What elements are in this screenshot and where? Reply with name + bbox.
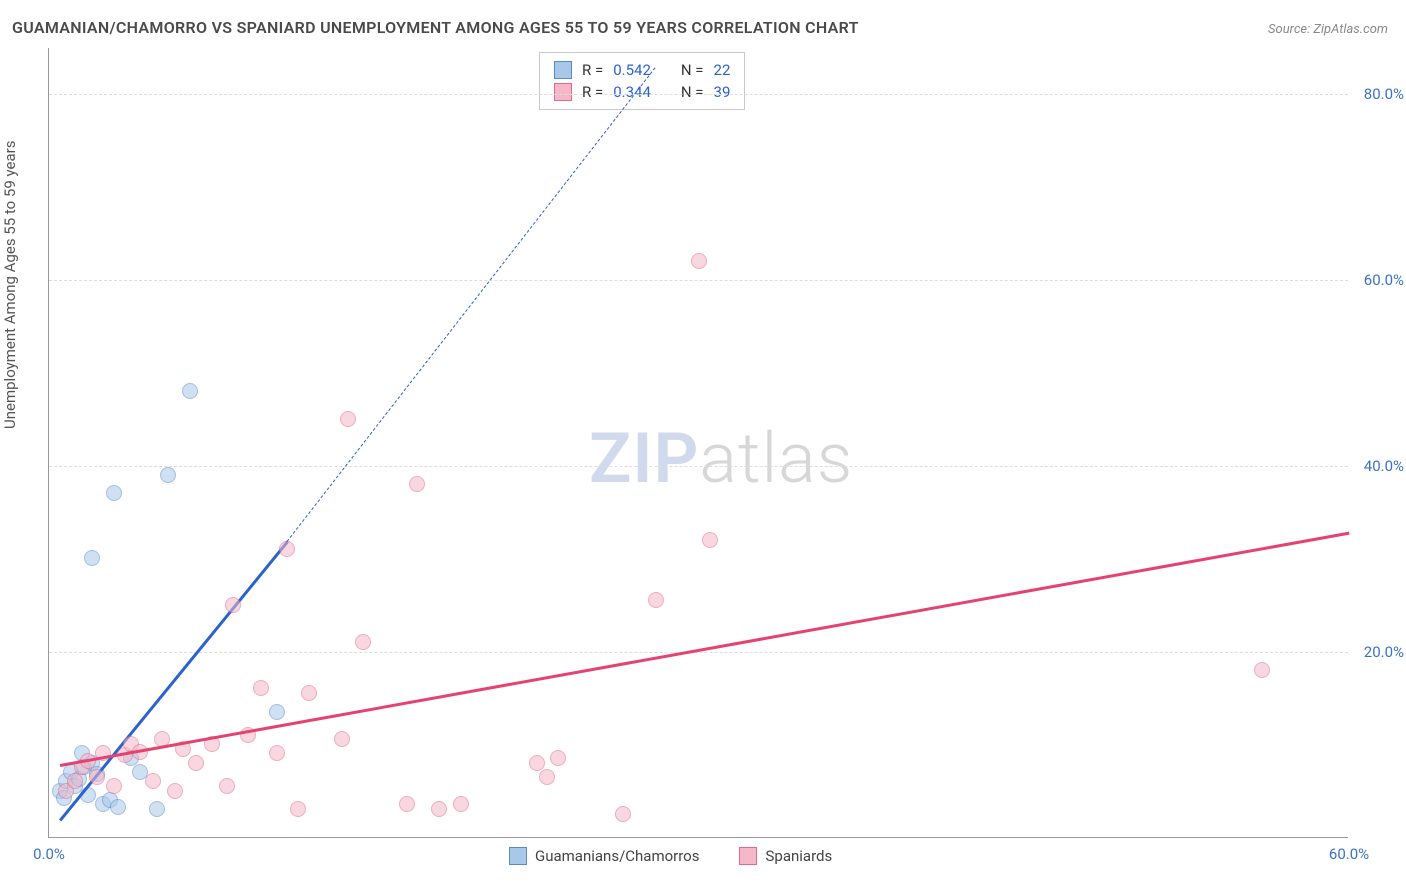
y-tick-label: 80.0% xyxy=(1364,85,1404,103)
legend-n-label: N = xyxy=(681,61,704,79)
data-point xyxy=(188,755,204,771)
legend-swatch xyxy=(509,847,527,865)
data-point xyxy=(106,485,122,501)
data-point xyxy=(67,773,83,789)
data-point xyxy=(89,769,105,785)
data-point xyxy=(702,532,718,548)
y-tick-label: 60.0% xyxy=(1364,271,1404,289)
data-point xyxy=(399,796,415,812)
data-point xyxy=(550,750,566,766)
data-point xyxy=(253,680,269,696)
data-point xyxy=(334,731,350,747)
data-point xyxy=(409,476,425,492)
gridline xyxy=(49,652,1348,653)
legend-item: Guamanians/Chamorros xyxy=(509,847,699,865)
watermark-zip: ZIP xyxy=(589,418,699,500)
y-tick-label: 40.0% xyxy=(1364,457,1404,475)
gridline xyxy=(49,280,1348,281)
data-point xyxy=(219,778,235,794)
data-point xyxy=(145,773,161,789)
data-point xyxy=(269,745,285,761)
y-tick-label: 20.0% xyxy=(1364,643,1404,661)
correlation-legend: R = 0.542 N = 22 R = 0.344 N = 39 xyxy=(539,52,745,110)
data-point xyxy=(167,783,183,799)
gridline xyxy=(49,466,1348,467)
legend-r-value: 0.344 xyxy=(613,83,651,101)
source-label: Source: ZipAtlas.com xyxy=(1268,22,1388,37)
data-point xyxy=(110,799,126,815)
trendline-extrapolated xyxy=(287,67,656,542)
legend-r-value: 0.542 xyxy=(613,61,651,79)
chart-title: GUAMANIAN/CHAMORRO VS SPANIARD UNEMPLOYM… xyxy=(12,18,859,37)
legend-label: Guamanians/Chamorros xyxy=(535,847,699,865)
data-point xyxy=(539,769,555,785)
legend-item: Spaniards xyxy=(739,847,832,865)
legend-row: R = 0.542 N = 22 xyxy=(554,59,730,81)
legend-r-label: R = xyxy=(582,61,603,79)
data-point xyxy=(225,597,241,613)
legend-n-value: 22 xyxy=(714,61,731,79)
data-point xyxy=(1254,662,1270,678)
data-point xyxy=(453,796,469,812)
data-point xyxy=(279,541,295,557)
data-point xyxy=(269,704,285,720)
y-axis-label: Unemployment Among Ages 55 to 59 years xyxy=(1,141,19,429)
watermark-atlas: atlas xyxy=(699,418,853,500)
series-legend: Guamanians/Chamorros Spaniards xyxy=(509,847,832,865)
data-point xyxy=(615,806,631,822)
watermark: ZIPatlas xyxy=(589,418,853,500)
data-point xyxy=(529,755,545,771)
data-point xyxy=(149,801,165,817)
legend-r-label: R = xyxy=(582,83,603,101)
data-point xyxy=(648,592,664,608)
x-tick-label: 0.0% xyxy=(33,845,65,863)
data-point xyxy=(106,778,122,794)
legend-label: Spaniards xyxy=(765,847,832,865)
data-point xyxy=(355,634,371,650)
data-point xyxy=(301,685,317,701)
legend-n-value: 39 xyxy=(714,83,731,101)
trendline xyxy=(60,531,1350,766)
data-point xyxy=(160,467,176,483)
legend-swatch xyxy=(554,83,572,101)
legend-swatch xyxy=(739,847,757,865)
legend-swatch xyxy=(554,61,572,79)
legend-n-label: N = xyxy=(681,83,704,101)
data-point xyxy=(691,253,707,269)
data-point xyxy=(290,801,306,817)
gridline xyxy=(49,94,1348,95)
plot-area: ZIPatlas R =0.542N =22R =0.344N =39 Guam… xyxy=(48,48,1348,838)
data-point xyxy=(182,383,198,399)
x-tick-label: 60.0% xyxy=(1329,845,1369,863)
data-point xyxy=(340,411,356,427)
data-point xyxy=(84,550,100,566)
data-point xyxy=(431,801,447,817)
